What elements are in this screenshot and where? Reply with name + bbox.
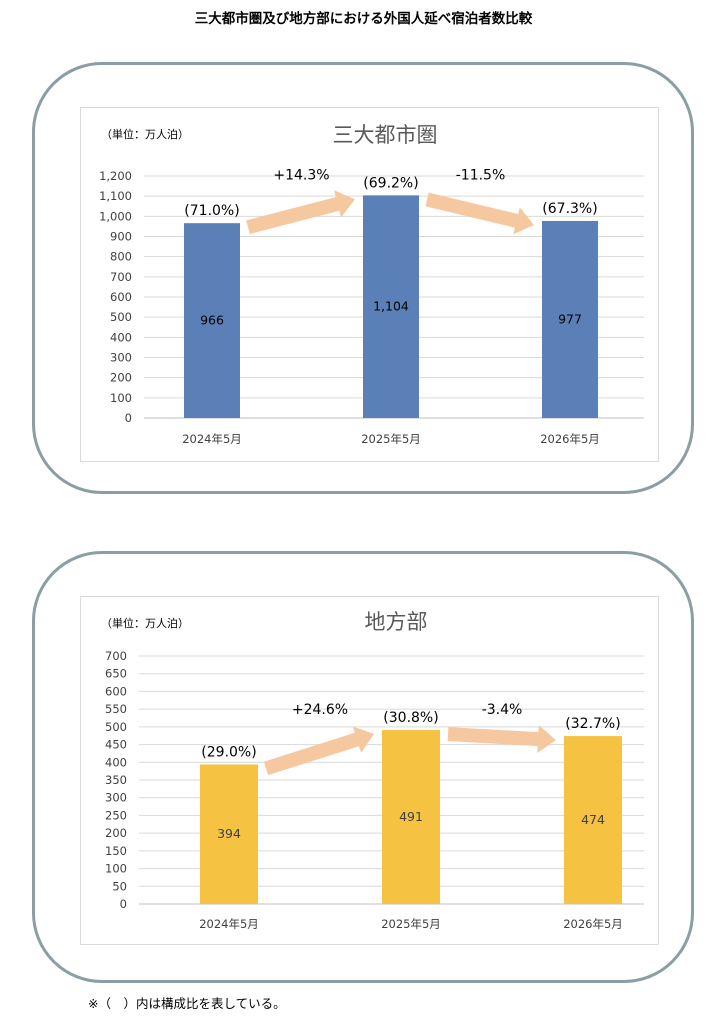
growth-label: +24.6% xyxy=(292,702,348,718)
bar xyxy=(542,220,598,418)
y-tick-label: 300 xyxy=(110,351,132,365)
bar-value-label: 966 xyxy=(200,313,224,328)
share-label: (67.3%) xyxy=(542,201,597,217)
growth-arrow xyxy=(425,192,534,235)
chart-title: 地方部 xyxy=(365,610,428,634)
chart-regional: （単位：万人泊） 地方部 0 50 100 150 200 250 300 350 400 450… xyxy=(101,610,644,931)
category-label: 2024年5月 xyxy=(199,917,259,931)
y-tick-label: 800 xyxy=(110,250,132,264)
bar-value-label: 394 xyxy=(217,826,241,841)
chart-panel-regional: （単位：万人泊） 地方部 0 50 100 150 200 250 300 350 400 450… xyxy=(32,551,694,983)
y-tick-label: 100 xyxy=(105,862,127,876)
bar-value-label: 977 xyxy=(558,311,582,326)
category-label: 2025年5月 xyxy=(381,917,441,931)
y-tick-label: 100 xyxy=(110,391,132,405)
page-title: 三大都市圏及び地方部における外国人延べ宿泊者数比較 xyxy=(194,11,533,27)
y-tick-label: 550 xyxy=(105,702,127,716)
y-tick-label: 400 xyxy=(110,330,132,344)
category-label: 2024年5月 xyxy=(182,432,242,446)
share-label: (69.2%) xyxy=(363,175,418,191)
category-label: 2026年5月 xyxy=(540,432,600,446)
chart-title: 三大都市圏 xyxy=(333,123,438,147)
y-tick-label: 150 xyxy=(105,844,127,858)
bar-value-label: 474 xyxy=(581,812,605,827)
bar xyxy=(363,195,419,418)
y-tick-label: 900 xyxy=(110,230,132,244)
growth-arrow xyxy=(447,725,556,753)
category-label: 2026年5月 xyxy=(563,917,623,931)
y-tick-label: 700 xyxy=(110,270,132,284)
chart-metro: （単位：万人泊） 三大都市圏 0 100 200 300 400 500 600 700 800… xyxy=(99,123,644,446)
unit-label: （単位：万人泊） xyxy=(101,127,189,141)
growth-arrow xyxy=(263,726,374,776)
growth-label: -11.5% xyxy=(456,167,506,183)
bar-value-label: 491 xyxy=(399,809,423,824)
y-tick-label: 650 xyxy=(105,667,127,681)
y-tick-label: 0 xyxy=(125,411,132,425)
share-label: (32.7%) xyxy=(565,716,620,732)
category-label: 2025年5月 xyxy=(361,432,421,446)
y-tick-label: 700 xyxy=(105,649,127,663)
footnote: ※（ ）内は構成比を表している。 xyxy=(88,996,286,1011)
unit-label: （単位：万人泊） xyxy=(101,616,189,630)
chart-panel-metro: （単位：万人泊） 三大都市圏 0 100 200 300 400 500 600 700 800… xyxy=(32,62,694,494)
share-label: (29.0%) xyxy=(201,744,256,760)
y-tick-label: 350 xyxy=(105,773,127,787)
y-tick-label: 600 xyxy=(110,290,132,304)
y-tick-label: 500 xyxy=(105,720,127,734)
y-tick-label: 0 xyxy=(120,897,127,911)
y-tick-label: 200 xyxy=(105,826,127,840)
y-tick-label: 1,100 xyxy=(99,189,132,203)
share-label: (30.8%) xyxy=(383,710,438,726)
y-tick-label: 250 xyxy=(105,808,127,822)
y-tick-label: 400 xyxy=(105,755,127,769)
growth-label: +14.3% xyxy=(273,167,329,183)
growth-arrow xyxy=(246,190,355,234)
y-tick-label: 1,200 xyxy=(99,169,132,183)
bar xyxy=(184,223,240,418)
y-tick-label: 600 xyxy=(105,684,127,698)
y-tick-label: 300 xyxy=(105,791,127,805)
bar xyxy=(564,736,622,904)
y-tick-label: 50 xyxy=(112,879,127,893)
plot-area-metro: （単位：万人泊） 三大都市圏 0 100 200 300 400 500 600 700 800… xyxy=(80,107,659,462)
growth-label: -3.4% xyxy=(482,702,523,718)
plot-area-regional: （単位：万人泊） 地方部 0 50 100 150 200 250 300 350 400 450… xyxy=(80,596,659,945)
bar xyxy=(200,764,258,904)
y-tick-label: 450 xyxy=(105,738,127,752)
bar-value-label: 1,104 xyxy=(373,299,409,314)
y-tick-label: 1,000 xyxy=(99,209,132,223)
y-tick-label: 500 xyxy=(110,310,132,324)
bar xyxy=(382,730,440,904)
y-tick-label: 200 xyxy=(110,371,132,385)
share-label: (71.0%) xyxy=(184,203,239,219)
